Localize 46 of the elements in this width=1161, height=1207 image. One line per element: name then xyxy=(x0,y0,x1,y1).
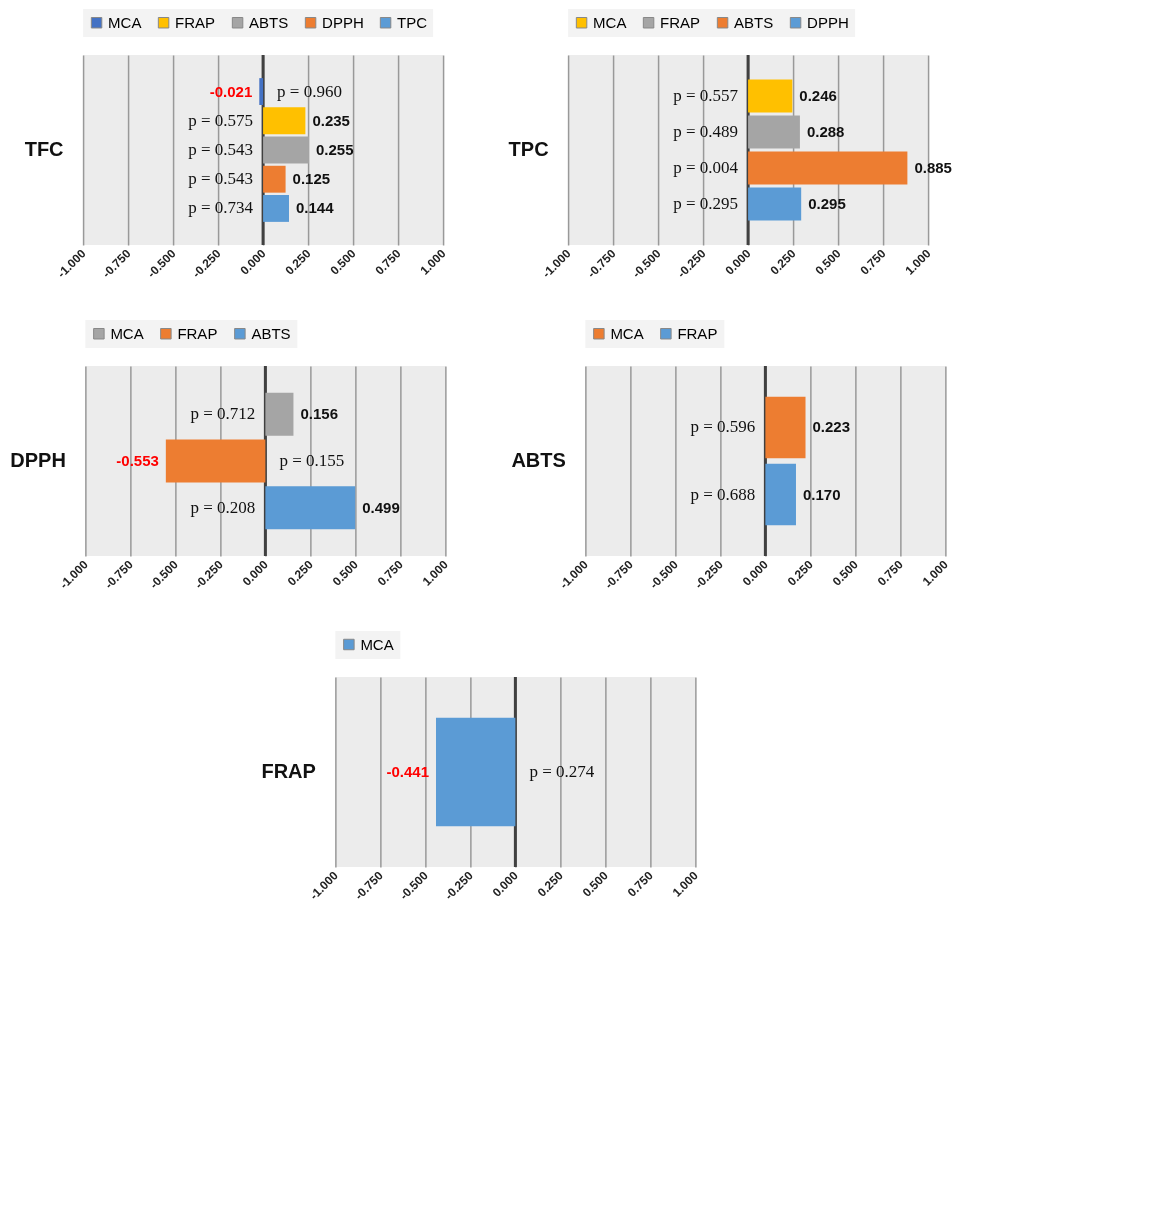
legend-label: MCA xyxy=(108,13,142,31)
data-label: 0.125 xyxy=(292,170,331,188)
data-label: 0.223 xyxy=(812,418,851,436)
data-label: 0.170 xyxy=(802,485,841,503)
annotation: p = 0.712 xyxy=(190,404,256,424)
data-label: 0.156 xyxy=(300,405,339,423)
annotation: p = 0.274 xyxy=(529,762,595,781)
data-label: 0.295 xyxy=(808,194,846,212)
legend-label: ABTS xyxy=(251,324,291,342)
legend-label: MCA xyxy=(610,324,644,342)
legend-label: MCA xyxy=(360,635,394,653)
legend-label: TPC xyxy=(397,13,428,31)
data-label: 0.255 xyxy=(315,141,354,158)
annotation: p = 0.004 xyxy=(673,157,739,177)
data-label: 0.499 xyxy=(362,498,400,516)
annotation: p = 0.688 xyxy=(690,484,756,504)
data-label: -0.553 xyxy=(116,452,159,469)
legend-label: DPPH xyxy=(807,13,849,31)
data-label: 0.885 xyxy=(914,158,952,176)
annotation: p = 0.557 xyxy=(673,86,739,106)
annotation: p = 0.543 xyxy=(188,140,254,159)
annotation: p = 0.489 xyxy=(673,122,739,142)
data-label: 0.144 xyxy=(296,199,335,217)
data-label: -0.021 xyxy=(209,82,253,100)
annotation: p = 0.208 xyxy=(190,497,256,517)
annotation: p = 0.295 xyxy=(673,193,739,213)
legend-label: FRAP xyxy=(177,324,218,342)
data-label: 0.288 xyxy=(806,123,845,141)
annotation: p = 0.543 xyxy=(188,169,254,189)
annotation: p = 0.155 xyxy=(279,451,345,470)
annotation: p = 0.734 xyxy=(188,198,254,218)
data-label: 0.235 xyxy=(312,111,350,129)
annotation: p = 0.575 xyxy=(188,110,254,130)
data-label: 0.246 xyxy=(799,87,837,105)
legend-label: MCA xyxy=(110,324,144,342)
legend-label: FRAP xyxy=(660,13,701,31)
legend-label: FRAP xyxy=(175,13,216,31)
y-tick-label: TFC xyxy=(24,138,64,160)
legend-label: ABTS xyxy=(249,13,289,31)
annotation: p = 0.960 xyxy=(277,81,342,101)
data-label: -0.441 xyxy=(386,763,429,780)
annotation: p = 0.596 xyxy=(690,417,756,437)
legend-label: DPPH xyxy=(322,13,364,31)
legend-label: ABTS xyxy=(734,13,774,31)
legend-label: MCA xyxy=(593,13,627,31)
legend-label: FRAP xyxy=(677,324,718,342)
